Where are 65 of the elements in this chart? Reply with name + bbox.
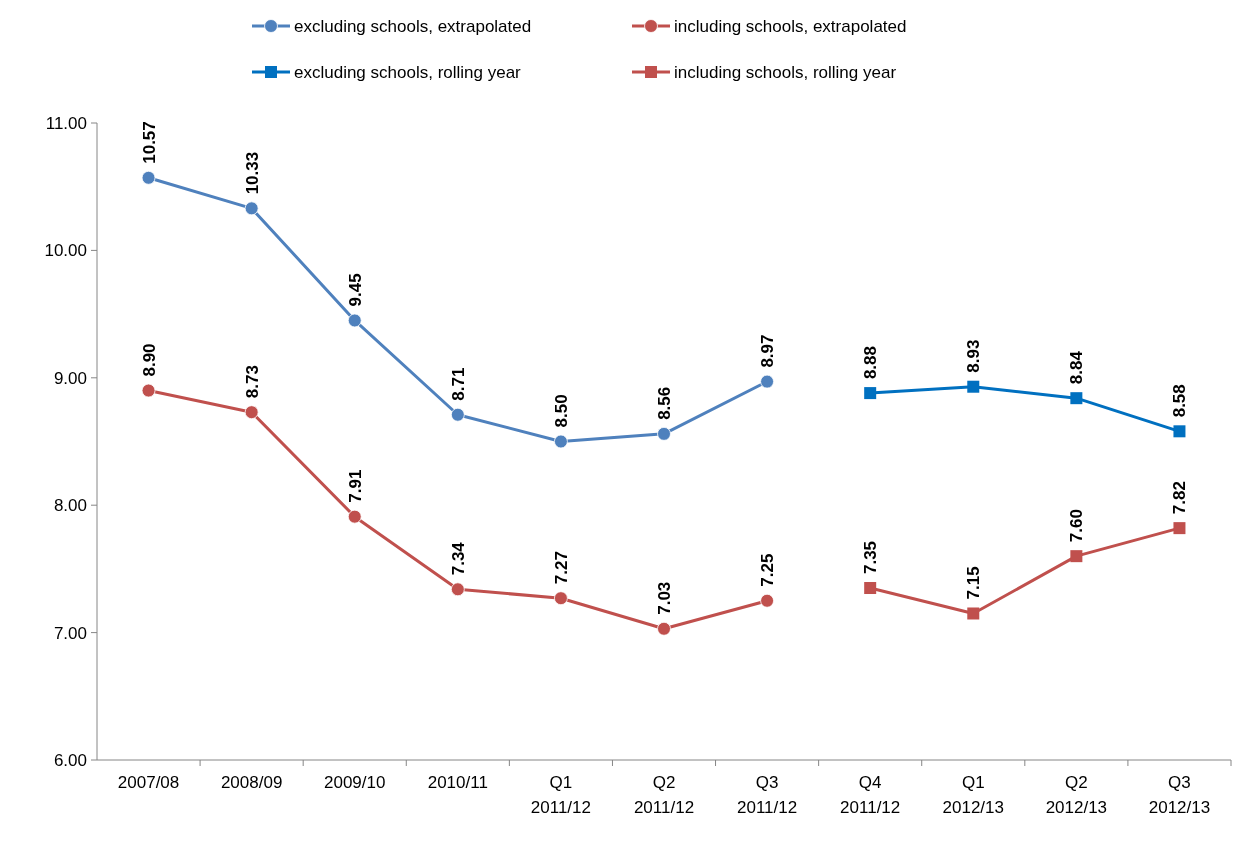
x-tick-label: 2009/10	[324, 773, 386, 792]
data-label: 8.56	[655, 386, 674, 420]
point	[1173, 425, 1186, 438]
point	[554, 434, 568, 449]
x-tick-label: 2010/11	[427, 773, 488, 792]
data-label: 8.50	[551, 394, 571, 428]
legend-label: excluding schools, extrapolated	[294, 16, 532, 36]
point	[657, 426, 671, 441]
point	[244, 201, 259, 216]
x-tick-label: Q3 2011/12	[736, 773, 798, 817]
data-label: 8.88	[861, 345, 881, 380]
x-tick-label: Q2 2012/13	[1045, 773, 1108, 817]
data-label: 8.93	[964, 339, 984, 373]
data-label: 9.45	[345, 273, 365, 307]
y-tick-label: 7.00	[53, 623, 87, 643]
point	[347, 313, 362, 328]
point	[1070, 392, 1083, 405]
point	[760, 374, 774, 389]
data-label: 8.97	[758, 334, 778, 368]
legend-label: including schools, rolling year	[674, 62, 897, 82]
data-label: 10.33	[242, 151, 262, 195]
data-label: 8.58	[1170, 384, 1190, 418]
point	[760, 593, 774, 608]
x-tick-label: Q2 2011/12	[633, 773, 695, 817]
data-label: 8.73	[242, 365, 262, 399]
x-tick-label: Q3 2012/13	[1148, 773, 1211, 817]
point	[450, 582, 465, 597]
point	[141, 383, 156, 398]
x-tick-label: Q1 2012/13	[942, 773, 1004, 817]
y-tick-label: 10.00	[44, 241, 87, 261]
data-label: 7.60	[1067, 509, 1087, 543]
x-tick-label: Q4 2011/12	[840, 773, 901, 817]
data-label: 7.03	[655, 581, 674, 615]
x-tick-label: Q1 2011/12	[530, 773, 592, 817]
point	[657, 621, 671, 636]
data-label: 10.57	[139, 121, 159, 164]
data-label: 7.82	[1170, 481, 1190, 515]
data-label: 7.25	[758, 553, 778, 587]
y-tick-label: 6.00	[53, 750, 87, 770]
y-tick-label: 8.00	[53, 496, 87, 516]
x-tick-label: 2007/08	[117, 773, 180, 792]
data-label: 7.15	[964, 566, 984, 600]
data-label: 7.27	[551, 551, 571, 585]
point	[864, 387, 877, 400]
point	[967, 380, 980, 393]
point	[141, 170, 156, 185]
point	[244, 405, 259, 420]
point	[864, 582, 877, 595]
data-label: 8.90	[139, 343, 159, 377]
x-tick-label: 2008/09	[220, 773, 283, 792]
data-label: 7.35	[861, 540, 881, 575]
data-label: 7.34	[448, 541, 468, 576]
legend-label: excluding schools, rolling year	[294, 62, 522, 82]
point	[1173, 522, 1186, 535]
point	[967, 607, 980, 620]
point	[450, 407, 465, 422]
y-tick-label: 9.00	[53, 368, 87, 388]
point	[347, 509, 362, 524]
point	[554, 591, 568, 606]
data-label: 8.84	[1067, 350, 1087, 385]
legend-label: including schools, extrapolated	[674, 16, 907, 36]
y-tick-label: 11.00	[45, 113, 87, 133]
data-label: 7.91	[345, 469, 365, 503]
point	[1070, 550, 1083, 563]
data-label: 8.71	[448, 367, 468, 401]
